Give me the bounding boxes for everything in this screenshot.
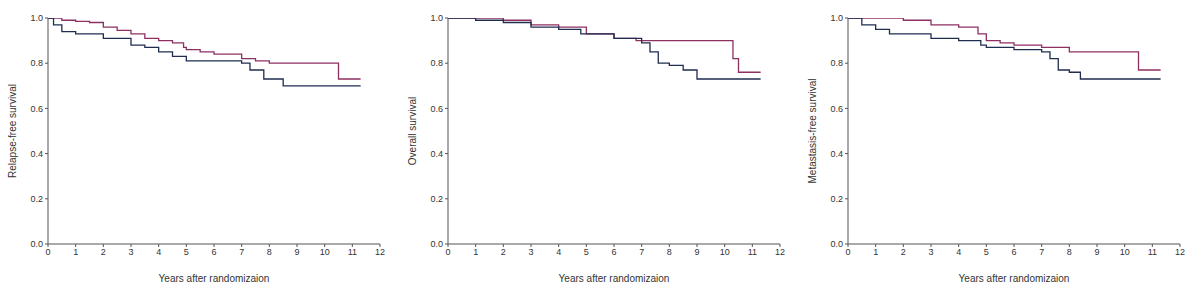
svg-text:1: 1 bbox=[473, 247, 478, 257]
svg-text:11: 11 bbox=[348, 247, 357, 257]
svg-text:4: 4 bbox=[556, 247, 561, 257]
svg-text:2: 2 bbox=[501, 247, 506, 257]
svg-text:Years after randomizaion: Years after randomizaion bbox=[959, 273, 1070, 284]
svg-text:0: 0 bbox=[845, 247, 850, 257]
svg-text:10: 10 bbox=[720, 247, 730, 257]
svg-text:10: 10 bbox=[1120, 247, 1130, 257]
svg-text:7: 7 bbox=[1039, 247, 1044, 257]
svg-text:0.6: 0.6 bbox=[430, 104, 443, 114]
svg-text:5: 5 bbox=[584, 247, 589, 257]
svg-text:4: 4 bbox=[956, 247, 961, 257]
svg-text:6: 6 bbox=[211, 247, 216, 257]
svg-text:1.0: 1.0 bbox=[830, 13, 843, 23]
svg-text:8: 8 bbox=[267, 247, 272, 257]
svg-text:3: 3 bbox=[928, 247, 933, 257]
svg-text:7: 7 bbox=[639, 247, 644, 257]
svg-text:1: 1 bbox=[73, 247, 78, 257]
svg-text:9: 9 bbox=[294, 247, 299, 257]
svg-text:0.6: 0.6 bbox=[830, 104, 843, 114]
svg-text:0.8: 0.8 bbox=[830, 58, 843, 68]
svg-text:12: 12 bbox=[775, 247, 785, 257]
svg-text:10: 10 bbox=[320, 247, 330, 257]
svg-text:2: 2 bbox=[901, 247, 906, 257]
svg-text:0: 0 bbox=[45, 247, 50, 257]
svg-text:Overall survival: Overall survival bbox=[407, 97, 418, 165]
svg-text:9: 9 bbox=[694, 247, 699, 257]
svg-text:0.2: 0.2 bbox=[830, 194, 843, 204]
svg-text:8: 8 bbox=[1067, 247, 1072, 257]
svg-text:12: 12 bbox=[1175, 247, 1185, 257]
svg-text:0.4: 0.4 bbox=[30, 149, 43, 159]
svg-text:5: 5 bbox=[984, 247, 989, 257]
svg-text:Relapse-free survival: Relapse-free survival bbox=[8, 84, 18, 178]
svg-text:11: 11 bbox=[748, 247, 757, 257]
svg-text:1.0: 1.0 bbox=[30, 13, 43, 23]
svg-text:Years after randomizaion: Years after randomizaion bbox=[559, 273, 670, 284]
svg-text:5: 5 bbox=[184, 247, 189, 257]
svg-text:6: 6 bbox=[611, 247, 616, 257]
svg-text:Years after randomizaion: Years after randomizaion bbox=[159, 273, 270, 284]
svg-text:9: 9 bbox=[1094, 247, 1099, 257]
svg-text:12: 12 bbox=[375, 247, 385, 257]
svg-text:7: 7 bbox=[239, 247, 244, 257]
svg-text:0.0: 0.0 bbox=[430, 239, 443, 249]
svg-text:Metastasis-free survival: Metastasis-free survival bbox=[807, 78, 818, 183]
svg-text:0.0: 0.0 bbox=[830, 239, 843, 249]
svg-text:0.2: 0.2 bbox=[30, 194, 43, 204]
svg-text:8: 8 bbox=[667, 247, 672, 257]
svg-text:0: 0 bbox=[445, 247, 450, 257]
svg-text:0.2: 0.2 bbox=[430, 194, 443, 204]
svg-text:11: 11 bbox=[1148, 247, 1157, 257]
svg-text:0.4: 0.4 bbox=[830, 149, 843, 159]
svg-text:0.8: 0.8 bbox=[430, 58, 443, 68]
svg-text:3: 3 bbox=[128, 247, 133, 257]
svg-text:4: 4 bbox=[156, 247, 161, 257]
svg-text:1: 1 bbox=[873, 247, 878, 257]
svg-text:0.8: 0.8 bbox=[30, 58, 43, 68]
svg-text:0.4: 0.4 bbox=[430, 149, 443, 159]
svg-text:2: 2 bbox=[101, 247, 106, 257]
svg-text:0.6: 0.6 bbox=[30, 104, 43, 114]
svg-text:1.0: 1.0 bbox=[430, 13, 443, 23]
svg-text:6: 6 bbox=[1011, 247, 1016, 257]
svg-text:3: 3 bbox=[528, 247, 533, 257]
svg-text:0.0: 0.0 bbox=[30, 239, 43, 249]
